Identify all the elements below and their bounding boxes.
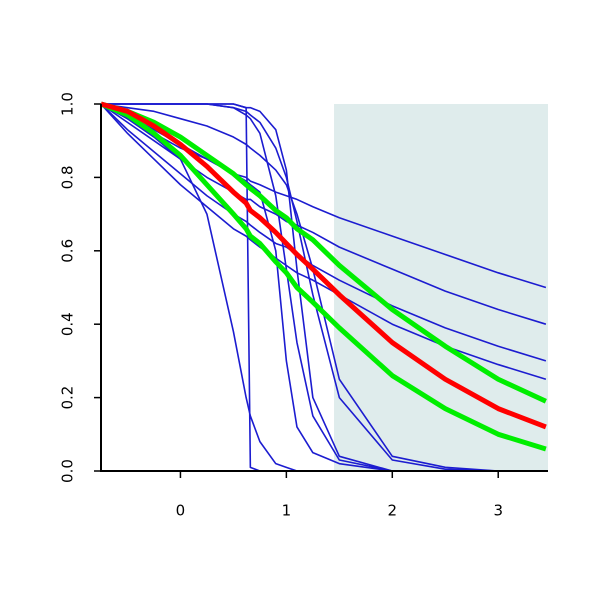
series-line bbox=[101, 103, 546, 472]
series-line bbox=[101, 103, 547, 289]
y-tick-label: 0.0 bbox=[59, 459, 77, 483]
series-line bbox=[101, 101, 547, 430]
y-tick-label: 1.0 bbox=[59, 92, 77, 116]
y-tick-label: 0.2 bbox=[59, 386, 77, 410]
x-tick-label: 1 bbox=[282, 502, 292, 520]
series-line bbox=[101, 101, 547, 452]
series-line bbox=[101, 101, 547, 404]
x-tick-label: 0 bbox=[176, 502, 186, 520]
x-tick-label: 3 bbox=[493, 502, 503, 520]
series-line bbox=[101, 103, 547, 362]
axes-layer: 0.0 0.2 0.4 0.6 0.8 1.0 0 1 2 3 bbox=[59, 92, 548, 520]
y-tick-label: 0.6 bbox=[59, 239, 77, 263]
series-line bbox=[101, 103, 546, 472]
y-tick-label: 0.4 bbox=[59, 312, 77, 336]
y-tick-label: 0.8 bbox=[59, 165, 77, 189]
x-tick-label: 2 bbox=[388, 502, 398, 520]
